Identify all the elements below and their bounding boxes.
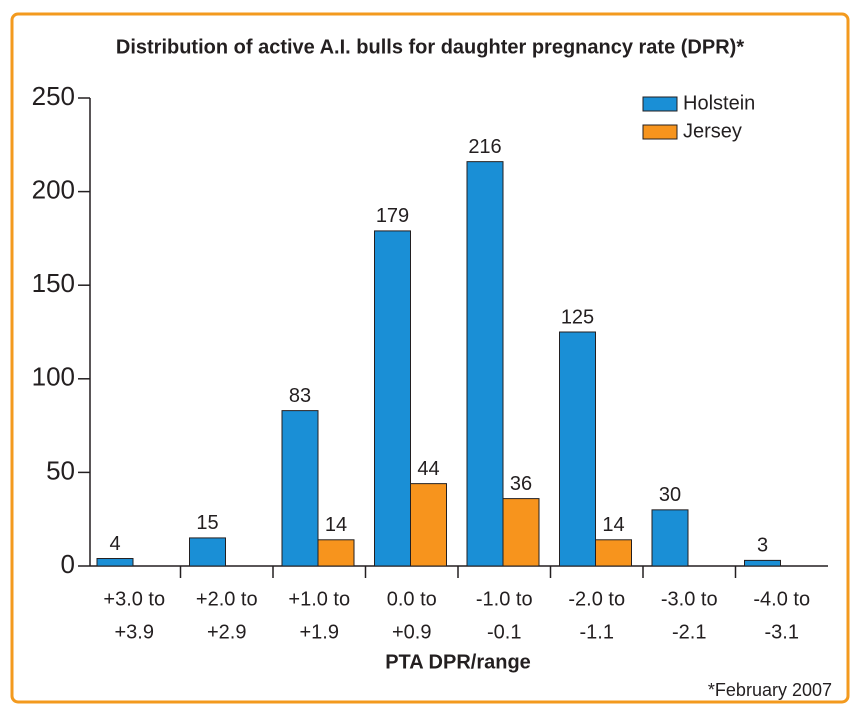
legend-swatch	[642, 96, 678, 112]
legend-label: Jersey	[683, 120, 742, 142]
legend-label: Holstein	[683, 92, 755, 114]
bar	[281, 410, 319, 567]
bar	[317, 539, 355, 567]
x-tick-label: +2.9	[207, 621, 246, 643]
data-label: 125	[561, 306, 594, 328]
bar	[189, 537, 226, 567]
chart-title: Distribution of active A.I. bulls for da…	[116, 36, 744, 58]
data-label: 216	[468, 136, 501, 158]
data-label: 36	[510, 473, 532, 495]
x-tick-label: -3.0 to	[661, 588, 718, 610]
x-tick-label: -4.0 to	[753, 588, 810, 610]
x-tick-label: +1.9	[300, 621, 339, 643]
x-axis-title: PTA DPR/range	[385, 651, 531, 673]
x-tick-label: +3.0 to	[103, 588, 165, 610]
data-label: 83	[289, 385, 311, 407]
y-tick-label: 150	[32, 268, 75, 298]
bar	[502, 498, 540, 567]
x-tick-label: 0.0 to	[387, 588, 437, 610]
x-tick-label: -1.1	[580, 621, 614, 643]
x-tick-label: +3.9	[115, 621, 154, 643]
x-tick-label: -3.1	[765, 621, 799, 643]
data-label: 3	[757, 535, 768, 557]
legend-swatch	[642, 124, 678, 140]
bar	[466, 161, 504, 567]
data-label: 44	[417, 458, 439, 480]
x-tick-label: +2.0 to	[196, 588, 258, 610]
data-label: 30	[659, 484, 681, 506]
y-tick-label: 250	[32, 81, 75, 111]
y-tick-label: 200	[32, 174, 75, 204]
y-tick-label: 0	[61, 549, 75, 579]
x-tick-label: +0.9	[392, 621, 431, 643]
bar	[744, 559, 781, 567]
bar	[374, 230, 411, 567]
data-label: 14	[325, 514, 347, 536]
bar	[595, 539, 632, 567]
data-label: 15	[196, 512, 218, 534]
bar	[410, 483, 447, 567]
x-tick-label: -2.1	[672, 621, 706, 643]
data-label: 14	[602, 514, 624, 536]
x-tick-label: +1.0 to	[288, 588, 350, 610]
bar	[96, 558, 134, 567]
footnote: *February 2007	[708, 680, 832, 700]
bar	[651, 509, 689, 567]
x-tick-label: -0.1	[487, 621, 521, 643]
x-tick-label: -1.0 to	[476, 588, 533, 610]
frame	[10, 12, 850, 704]
data-label: 4	[109, 533, 120, 555]
x-tick-label: -2.0 to	[568, 588, 625, 610]
y-tick-label: 100	[32, 362, 75, 392]
y-tick-label: 50	[46, 455, 75, 485]
data-label: 179	[376, 205, 409, 227]
bar	[559, 331, 596, 567]
